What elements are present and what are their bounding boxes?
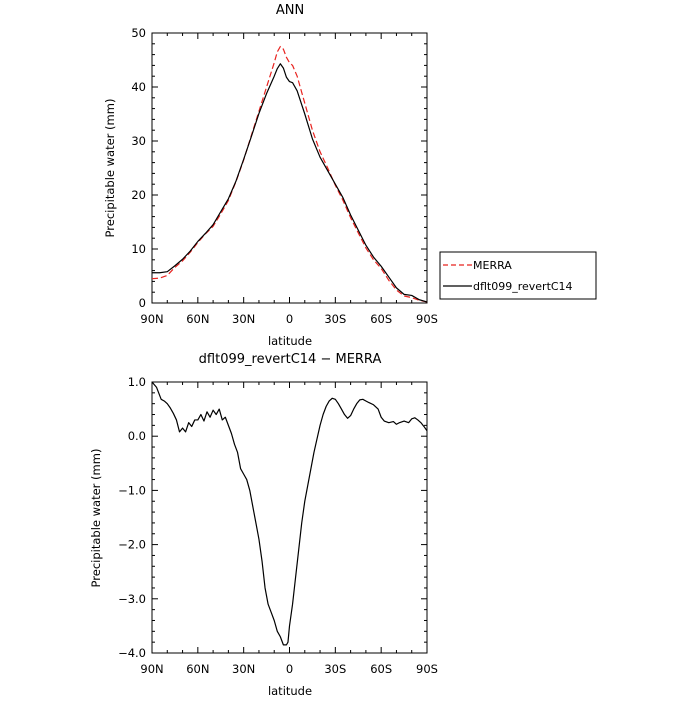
x-tick-label: 90N — [140, 312, 163, 326]
series-line-difference-0-bottom — [151, 381, 428, 646]
y-axis-label-bottom: Precipitable water (mm) — [89, 449, 103, 588]
legend: MERRA dflt099_revertC14 — [439, 251, 597, 300]
chart-title-bottom: dflt099_revertC14 − MERRA — [199, 352, 382, 367]
y-tick-label: 10 — [131, 242, 146, 256]
y-tick-label: 40 — [131, 80, 146, 94]
x-tick-label: 90S — [416, 662, 438, 676]
legend-label-merra: MERRA — [473, 259, 512, 272]
plot-area-top — [151, 32, 428, 304]
series-group-top — [151, 45, 428, 303]
plot-frame-top — [151, 32, 428, 304]
x-tick-label: 60S — [370, 662, 392, 676]
plot-area-bottom — [151, 381, 428, 654]
x-axis-label-top: latitude — [268, 334, 312, 348]
x-tick-label: 30N — [232, 662, 255, 676]
y-tick-labels-top: 0 10 20 30 40 50 — [131, 26, 146, 310]
y-tick-label: −4.0 — [118, 646, 146, 660]
x-tick-label: 90S — [416, 312, 438, 326]
chart-title-top: ANN — [276, 3, 304, 18]
y-tick-label: 1.0 — [128, 375, 146, 389]
x-tick-label: 0 — [286, 312, 293, 326]
legend-label-model: dflt099_revertC14 — [473, 280, 573, 293]
x-tick-label: 90N — [140, 662, 163, 676]
x-tick-label: 30S — [324, 662, 346, 676]
y-tick-labels-bottom: 1.0 0.0 −1.0 −2.0 −3.0 −4.0 — [118, 375, 146, 660]
y-tick-label: −1.0 — [118, 483, 146, 497]
x-tick-labels-top: 90N 60N 30N 0 30S 60S 90S — [140, 312, 438, 326]
series-group-bottom — [151, 381, 428, 646]
y-tick-label: 0 — [139, 296, 146, 310]
bottom-panel: dflt099_revertC14 − MERRA 90N 60N 30N 0 30S 6… — [89, 352, 438, 698]
y-axis-label-top: Precipitable water (mm) — [103, 99, 117, 238]
x-axis-label-bottom: latitude — [268, 684, 312, 698]
x-tick-label: 30S — [324, 312, 346, 326]
y-tick-label: 0.0 — [128, 429, 146, 443]
x-tick-label: 60S — [370, 312, 392, 326]
series-line-merra-top — [151, 45, 428, 303]
y-tick-label: 30 — [131, 134, 146, 148]
top-panel: ANN 90N 60N 30N 0 30S 60S 90S 0 10 20 30 40 50 lati… — [103, 3, 597, 348]
axis-ticks-bottom — [151, 381, 428, 654]
y-tick-label: −2.0 — [118, 538, 146, 552]
x-tick-labels-bottom: 90N 60N 30N 0 30S 60S 90S — [140, 662, 438, 676]
series-line-dflt099-revertc14-top — [152, 63, 428, 303]
legend-box — [439, 251, 597, 300]
y-tick-label: 50 — [131, 26, 146, 40]
y-tick-label: −3.0 — [118, 592, 146, 606]
x-tick-label: 0 — [286, 662, 293, 676]
y-tick-label: 20 — [131, 188, 146, 202]
axis-ticks-top — [151, 32, 428, 304]
x-tick-label: 30N — [232, 312, 255, 326]
x-tick-label: 60N — [186, 662, 209, 676]
x-tick-label: 60N — [186, 312, 209, 326]
